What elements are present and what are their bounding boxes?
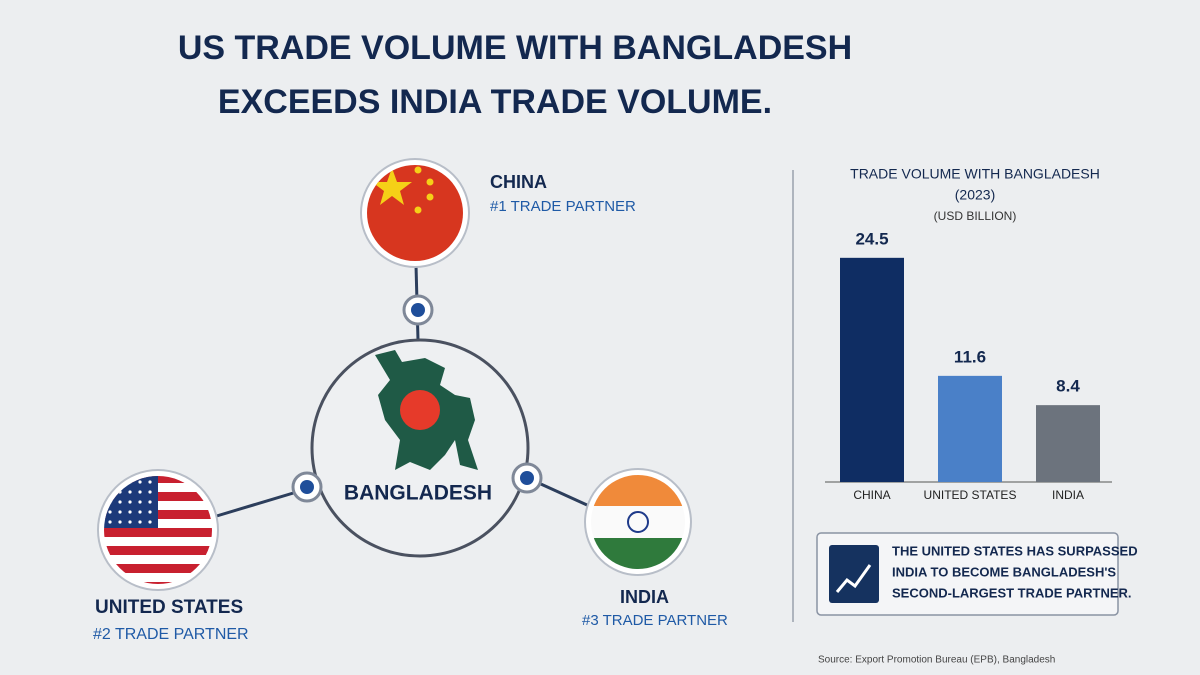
flag-stripe <box>104 564 212 573</box>
flag-star <box>128 490 132 494</box>
title-line: US TRADE VOLUME WITH BANGLADESH <box>178 29 852 67</box>
flag-star <box>118 510 122 514</box>
flag-stripe <box>104 528 212 537</box>
value-label: 11.6 <box>954 347 986 366</box>
callout-box <box>816 532 1119 616</box>
callout-line: THE UNITED STATES HAS SURPASSED <box>892 543 1138 558</box>
bangladesh-sun <box>400 390 440 430</box>
partner-name: INDIA <box>620 587 669 607</box>
flag-star <box>128 520 132 524</box>
flag-star <box>148 490 152 494</box>
partner-rank: #2 TRADE PARTNER <box>93 626 249 643</box>
title-line: EXCEEDS INDIA TRADE VOLUME. <box>218 83 772 121</box>
flag-star <box>128 510 132 514</box>
bar <box>938 375 1002 482</box>
flag-stripe <box>104 555 212 564</box>
flag-star <box>118 520 122 524</box>
callout-icon-line <box>835 564 872 593</box>
flag-stripe <box>104 546 212 555</box>
chart-subtitle: (2023) <box>955 187 995 203</box>
callout-line: SECOND-LARGEST TRADE PARTNER. <box>892 585 1132 600</box>
flag-star <box>148 520 152 524</box>
bar <box>1036 405 1100 482</box>
value-label: 24.5 <box>855 229 888 248</box>
flag-star <box>138 500 142 504</box>
x-tick-label: UNITED STATES <box>924 488 1017 502</box>
china-flag <box>367 165 463 261</box>
flag-star <box>118 500 122 504</box>
partner-rank: #3 TRADE PARTNER <box>582 612 728 629</box>
bar <box>840 257 904 482</box>
bars: 24.5 CHINA 11.6 UNITED STATES 8.4 INDIA <box>840 229 1100 502</box>
x-tick-label: INDIA <box>1052 488 1084 502</box>
flag-star <box>148 510 152 514</box>
flag-star <box>138 490 142 494</box>
flag-star <box>108 520 112 524</box>
source: Source: Export Promotion Bureau (EPB), B… <box>818 655 1055 666</box>
chart-title: TRADE VOLUME WITH BANGLADESH <box>850 166 1100 182</box>
callout-line: INDIA TO BECOME BANGLADESH'S <box>892 564 1116 579</box>
flag-star <box>138 520 142 524</box>
flag-star <box>148 500 152 504</box>
flag-star <box>138 480 142 484</box>
partner-name: CHINA <box>490 172 547 192</box>
x-tick-label: CHINA <box>853 488 890 502</box>
flag-stripe <box>104 537 212 546</box>
partner-rank: #1 TRADE PARTNER <box>490 198 636 215</box>
partner-name: UNITED STATES <box>95 597 243 618</box>
flag-star <box>128 500 132 504</box>
callout-icon <box>829 545 879 603</box>
flag-star <box>138 510 142 514</box>
flag-stripe <box>104 582 212 584</box>
value-label: 8.4 <box>1056 377 1080 396</box>
flag-stripe <box>104 573 212 582</box>
flag-star <box>148 480 152 484</box>
center-label: BANGLADESH <box>344 482 492 505</box>
unit-label: (USD BILLION) <box>934 209 1017 223</box>
connector-dots <box>291 294 543 503</box>
flag-star <box>108 510 112 514</box>
